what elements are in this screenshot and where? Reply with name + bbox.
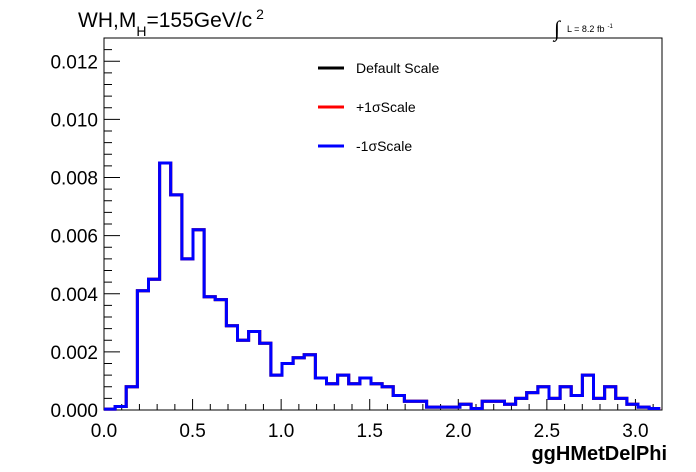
y-tick-label: 0.008 (50, 169, 98, 190)
chart-title-subscript: H (136, 23, 146, 39)
integral-sign: ∫ (552, 16, 562, 42)
y-tick-label: 0.002 (50, 343, 98, 364)
x-tick-label: 2.0 (445, 421, 471, 442)
chart-title: WH,MH=155GeV/c 2 (78, 6, 264, 39)
lumi-label: L = 8.2 fb -1 (567, 24, 613, 34)
series-line-2 (104, 161, 661, 411)
legend-label: +1σScale (356, 99, 416, 115)
x-tick-label: 0.0 (91, 421, 117, 442)
y-tick-label: 0.000 (50, 401, 98, 422)
y-tick-label: 0.006 (50, 227, 98, 248)
x-axis: 0.0 0.5 1.0 1.5 2.0 2.5 3.0 (91, 399, 654, 442)
chart-title-rest: =155GeV/c (146, 9, 252, 32)
series-line-1 (104, 161, 661, 411)
series-group (104, 161, 661, 411)
plot-frame (103, 37, 663, 411)
x-tick-label: 0.5 (179, 421, 205, 442)
x-tick-label: 1.0 (268, 421, 294, 442)
y-tick-label: 0.004 (50, 285, 98, 306)
series-line-3 (104, 161, 661, 411)
chart-title-superscript: 2 (256, 6, 264, 22)
y-tick-label: 0.010 (50, 110, 98, 131)
chart-title-main: WH,M (78, 9, 136, 32)
y-tick-label: 0.012 (50, 52, 98, 73)
lumi-label-superscript: -1 (607, 24, 613, 30)
x-tick-label: 2.5 (534, 421, 560, 442)
x-axis-title: ggHMetDelPhi (531, 443, 667, 465)
lumi-label-text: L = 8.2 fb (567, 24, 604, 34)
legend: Default Scale +1σScale -1σScale (318, 60, 439, 154)
legend-label: -1σScale (356, 138, 412, 154)
legend-label: Default Scale (356, 60, 439, 76)
x-tick-label: 3.0 (622, 421, 648, 442)
x-tick-label: 1.5 (357, 421, 383, 442)
y-axis: 0.000 0.002 0.004 0.006 0.008 0.010 0.012 (50, 37, 120, 422)
